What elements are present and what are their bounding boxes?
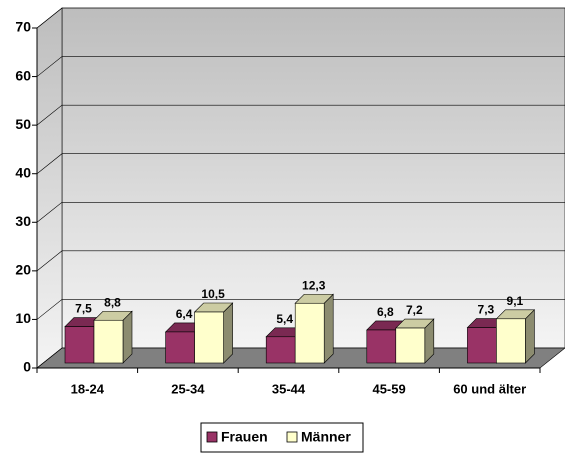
bar-side — [223, 302, 233, 364]
data-label: 8,8 — [104, 295, 121, 309]
bar — [467, 327, 497, 364]
data-label: 5,4 — [276, 312, 293, 326]
data-label: 7,2 — [406, 303, 423, 317]
bar — [265, 336, 296, 364]
x-tick-label: 60 und älter — [453, 381, 526, 396]
bar — [165, 331, 195, 364]
y-tick-label: 60 — [15, 67, 31, 83]
legend-label: Männer — [301, 429, 351, 445]
data-label: 12,3 — [302, 278, 326, 292]
grid-line — [36, 104, 565, 126]
side-wall — [36, 7, 63, 369]
data-label: 9,1 — [507, 294, 524, 308]
grid-line — [36, 153, 565, 174]
y-tick-label: 10 — [15, 310, 31, 326]
legend-swatch — [206, 431, 218, 443]
legend-label: Frauen — [221, 429, 268, 445]
y-tick-label: 0 — [23, 359, 31, 375]
bar — [194, 311, 224, 364]
data-label: 7,3 — [478, 303, 495, 317]
data-label: 7,5 — [75, 302, 92, 316]
data-label: 6,8 — [377, 305, 394, 319]
y-tick-label: 20 — [15, 262, 31, 278]
grid-line — [36, 250, 565, 272]
x-tick-label: 45-59 — [372, 381, 405, 396]
bar — [93, 319, 124, 364]
y-tick-label: 40 — [15, 164, 31, 180]
bar — [366, 329, 397, 364]
bar — [64, 326, 95, 364]
bar — [496, 318, 526, 364]
data-label: 10,5 — [201, 287, 225, 301]
bar — [294, 302, 325, 364]
x-tick-label: 35-44 — [272, 381, 306, 396]
y-tick-label: 30 — [15, 213, 31, 229]
grid-line — [36, 7, 565, 29]
x-tick-label: 25-34 — [171, 381, 205, 396]
grid-line — [36, 56, 565, 77]
legend — [200, 422, 364, 453]
legend-swatch — [286, 431, 298, 443]
x-tick-label: 18-24 — [71, 381, 105, 396]
data-label: 6,4 — [176, 307, 193, 321]
bar-side — [323, 293, 334, 364]
y-tick-label: 70 — [15, 19, 31, 35]
bar — [395, 327, 426, 364]
grid-line — [36, 201, 565, 223]
y-tick-label: 50 — [15, 116, 31, 132]
grid-line — [36, 299, 565, 320]
